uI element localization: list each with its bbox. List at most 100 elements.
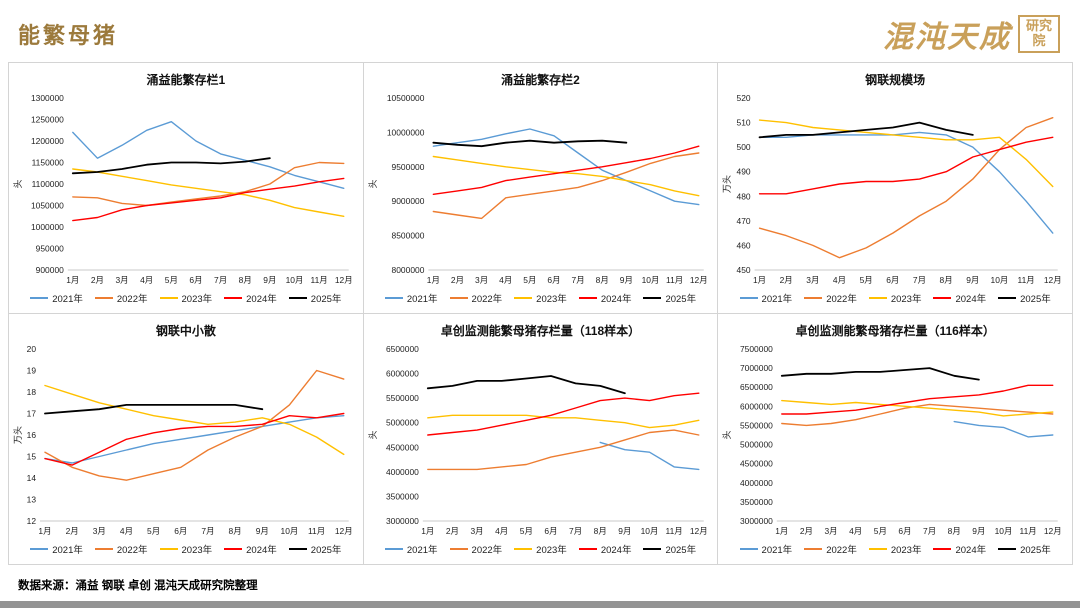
legend-line-icon <box>933 297 952 299</box>
page-header: 能繁母猪 混沌天成 研究院 <box>0 0 1080 62</box>
x-tick-label: 7月 <box>571 275 584 285</box>
y-tick-label: 1100000 <box>32 179 65 189</box>
x-tick-label: 6月 <box>887 275 900 285</box>
x-tick-label: 2月 <box>780 275 793 285</box>
x-tick-label: 6月 <box>547 275 560 285</box>
legend-line-icon <box>739 297 758 299</box>
series-line-2025年 <box>432 139 627 148</box>
chart-title: 涌益能繁存栏2 <box>501 73 580 87</box>
legend-item-2024年: 2024年 <box>224 542 277 556</box>
legend-label: 2022年 <box>471 545 503 556</box>
legend-line-icon <box>868 548 887 550</box>
x-tick-label: 1月 <box>66 275 79 285</box>
legend-label: 2021年 <box>52 545 83 556</box>
chart-title: 钢联中小散 <box>155 324 216 338</box>
series-line-2022年 <box>72 161 345 207</box>
legend-line-icon <box>288 297 307 299</box>
x-tick-label: 12月 <box>690 526 708 536</box>
chart-legend: 2021年 2022年 2023年 2024年 2025年 <box>368 542 714 556</box>
legend-label: 2022年 <box>471 294 503 305</box>
x-tick-label: 10月 <box>281 526 299 536</box>
legend-item-2022年: 2022年 <box>804 291 857 305</box>
legend-label: 2023年 <box>890 294 922 305</box>
x-tick-label: 4月 <box>140 275 153 285</box>
chart-panel-5: 卓创监测能繁母猪存栏量（118样本） 6500000 6000000 5500000 5… <box>363 314 719 565</box>
y-tick-label: 4000000 <box>386 467 419 477</box>
series-line-2023年 <box>759 119 1054 188</box>
y-tick-label: 9000000 <box>391 196 424 206</box>
x-tick-label: 1月 <box>753 275 766 285</box>
legend-item-2025年: 2025年 <box>998 291 1051 305</box>
y-tick-label: 17 <box>27 408 37 418</box>
legend-line-icon <box>998 548 1017 550</box>
chart-panel-3: 钢联规模场 520 510 500 490 480 470 460 450 万头 1月 2月 3月 4月 5… <box>718 63 1073 314</box>
legend-line-icon <box>739 548 758 550</box>
series-line-2022年 <box>759 117 1054 259</box>
legend-line-icon <box>384 297 403 299</box>
x-tick-label: 3月 <box>807 275 820 285</box>
legend-item-2025年: 2025年 <box>288 291 341 305</box>
logo-script-text: 混沌天成 <box>883 20 1011 55</box>
series-line-2023年 <box>72 168 345 217</box>
y-tick-label: 6000000 <box>386 369 419 379</box>
bottom-scrollbar[interactable] <box>0 601 1080 608</box>
chart-title: 卓创监测能繁母猪存栏量（118样本） <box>440 324 641 338</box>
y-tick-label: 10500000 <box>387 93 425 103</box>
y-axis-label: 头 <box>722 430 732 439</box>
x-tick-label: 5月 <box>874 526 887 536</box>
legend-label: 2023年 <box>890 545 922 556</box>
series-line-2022年 <box>781 403 1054 427</box>
legend-line-icon <box>514 548 533 550</box>
chart-title: 钢联规模场 <box>865 73 926 87</box>
y-tick-label: 1200000 <box>31 136 64 146</box>
series-line-2022年 <box>426 429 700 471</box>
legend-label: 2022年 <box>116 294 148 305</box>
series-line-2021年 <box>599 441 700 471</box>
legend-line-icon <box>30 297 49 299</box>
legend-line-icon <box>804 297 823 299</box>
x-tick-label: 12月 <box>690 275 708 285</box>
x-tick-label: 3月 <box>93 526 106 536</box>
x-tick-label: 10月 <box>991 275 1009 285</box>
chart-canvas: 7500000 7000000 6500000 6000000 5500000 50000… <box>722 344 1062 536</box>
series-line-2025年 <box>426 375 626 395</box>
series-line-2022年 <box>432 152 700 220</box>
x-tick-label: 6月 <box>174 526 187 536</box>
legend-item-2025年: 2025年 <box>643 291 696 305</box>
y-tick-label: 9500000 <box>391 162 424 172</box>
y-tick-label: 5500000 <box>386 393 419 403</box>
x-tick-label: 8月 <box>948 526 961 536</box>
legend-item-2023年: 2023年 <box>159 291 212 305</box>
series-line-2025年 <box>71 157 271 175</box>
chart-legend: 2021年 2022年 2023年 2024年 2025年 <box>722 542 1068 556</box>
legend-line-icon <box>384 548 403 550</box>
y-tick-label: 6500000 <box>386 344 419 354</box>
legend-item-2025年: 2025年 <box>643 542 696 556</box>
legend-item-2022年: 2022年 <box>804 542 857 556</box>
x-tick-label: 7月 <box>913 275 926 285</box>
page-title: 能繁母猪 <box>18 23 119 48</box>
x-tick-label: 3月 <box>825 526 838 536</box>
y-tick-label: 1250000 <box>31 114 64 124</box>
y-tick-label: 950000 <box>36 243 64 253</box>
x-tick-label: 8月 <box>593 526 606 536</box>
y-axis-label: 头 <box>368 430 378 439</box>
y-tick-label: 7500000 <box>740 344 773 354</box>
chart-panel-6: 卓创监测能繁母猪存栏量（116样本） 7500000 7000000 6500000 6… <box>718 314 1073 565</box>
x-tick-label: 7月 <box>214 275 227 285</box>
x-tick-label: 5月 <box>860 275 873 285</box>
legend-line-icon <box>449 548 468 550</box>
x-tick-label: 6月 <box>189 275 202 285</box>
y-tick-label: 480 <box>737 191 751 201</box>
series-line-2021年 <box>44 415 345 464</box>
legend-line-icon <box>30 548 49 550</box>
x-tick-label: 8月 <box>229 526 242 536</box>
legend-label: 2024年 <box>955 545 987 556</box>
legend-item-2024年: 2024年 <box>933 291 986 305</box>
legend-line-icon <box>94 548 113 550</box>
y-tick-label: 520 <box>737 93 751 103</box>
legend-label: 2021年 <box>406 545 438 556</box>
chart-canvas: 20 19 18 17 16 15 14 13 12 万头 1月 2月 3月 4月 5月 6月 7月 8月 9月 10… <box>13 344 353 536</box>
legend-line-icon <box>933 548 952 550</box>
legend-line-icon <box>868 297 887 299</box>
